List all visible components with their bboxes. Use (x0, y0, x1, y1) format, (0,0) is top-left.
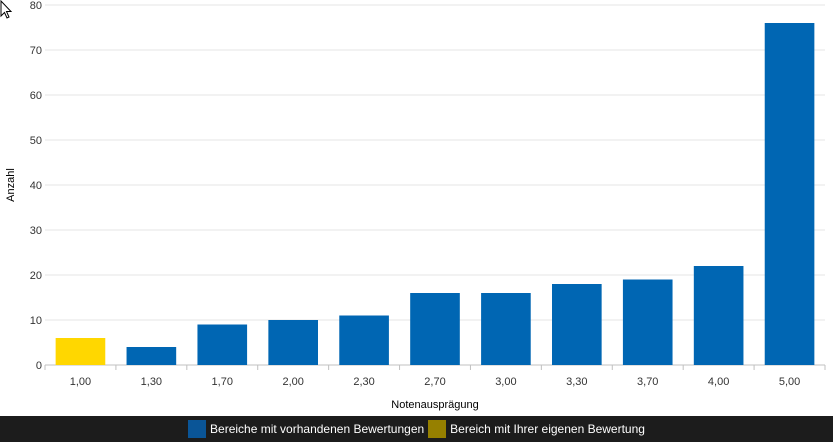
legend-item-own[interactable]: Bereich mit Ihrer eigenen Bewertung (428, 420, 645, 438)
bar-1-30[interactable] (126, 347, 177, 365)
x-tick-label: 1,30 (141, 376, 162, 388)
chart-area: 0 10 20 30 40 50 60 70 80 1,00 1,30 1,70 2,00 2,30 2,7… (5, 0, 826, 411)
y-tick-label: 40 (30, 180, 42, 192)
bar-1-70[interactable] (197, 324, 248, 366)
legend-swatch-existing (188, 420, 207, 438)
x-tick-label: 2,70 (424, 376, 445, 388)
x-tick-label: 3,30 (566, 376, 587, 388)
x-tick-label: 2,00 (282, 376, 303, 388)
y-tick-label: 80 (30, 0, 42, 12)
bar-5-00[interactable] (764, 23, 815, 365)
y-tick-label: 30 (30, 225, 42, 237)
x-tick-label: 2,30 (353, 376, 374, 388)
y-tick-label: 0 (36, 360, 42, 372)
y-tick-label: 60 (30, 90, 42, 102)
bars (55, 23, 815, 366)
bar-4-00[interactable] (693, 266, 744, 365)
bar-3-70[interactable] (622, 279, 673, 366)
bar-2-30[interactable] (339, 315, 389, 366)
bar-chart: 0 10 20 30 40 50 60 70 80 1,00 1,30 1,70 2,00 2,30 2,7… (5, 0, 826, 411)
mouse-pointer-icon (0, 0, 13, 19)
y-axis-title: Anzahl (5, 168, 17, 202)
legend-label-own: Bereich mit Ihrer eigenen Bewertung (450, 422, 645, 436)
axes: 0 10 20 30 40 50 60 70 80 1,00 1,30 1,70 2,00 2,30 2,7… (30, 0, 826, 388)
legend-swatch-own (428, 420, 447, 438)
bar-3-00[interactable] (481, 293, 531, 365)
x-tick-label: 5,00 (779, 376, 800, 388)
bar-3-30[interactable] (552, 284, 602, 365)
y-tick-label: 70 (30, 45, 42, 57)
grid-lines (45, 4, 825, 366)
x-axis-title: Notenausprägung (391, 399, 478, 411)
legend-label-existing: Bereiche mit vorhandenen Bewertungen (210, 422, 425, 436)
y-tick-label: 20 (30, 270, 42, 282)
x-tick-label: 4,00 (708, 376, 729, 388)
x-tick-label: 1,70 (212, 376, 233, 388)
x-tick-label: 1,00 (70, 376, 91, 388)
y-tick-label: 50 (30, 135, 42, 147)
x-tick-label: 3,00 (495, 376, 516, 388)
y-tick-label: 10 (30, 315, 42, 327)
bar-1-00[interactable] (55, 338, 106, 365)
bar-2-70[interactable] (410, 293, 460, 365)
legend: Bereiche mit vorhandenen Bewertungen Ber… (0, 416, 833, 442)
legend-item-existing[interactable]: Bereiche mit vorhandenen Bewertungen (188, 420, 424, 438)
bar-2-00[interactable] (268, 320, 318, 365)
x-tick-label: 3,70 (637, 376, 658, 388)
